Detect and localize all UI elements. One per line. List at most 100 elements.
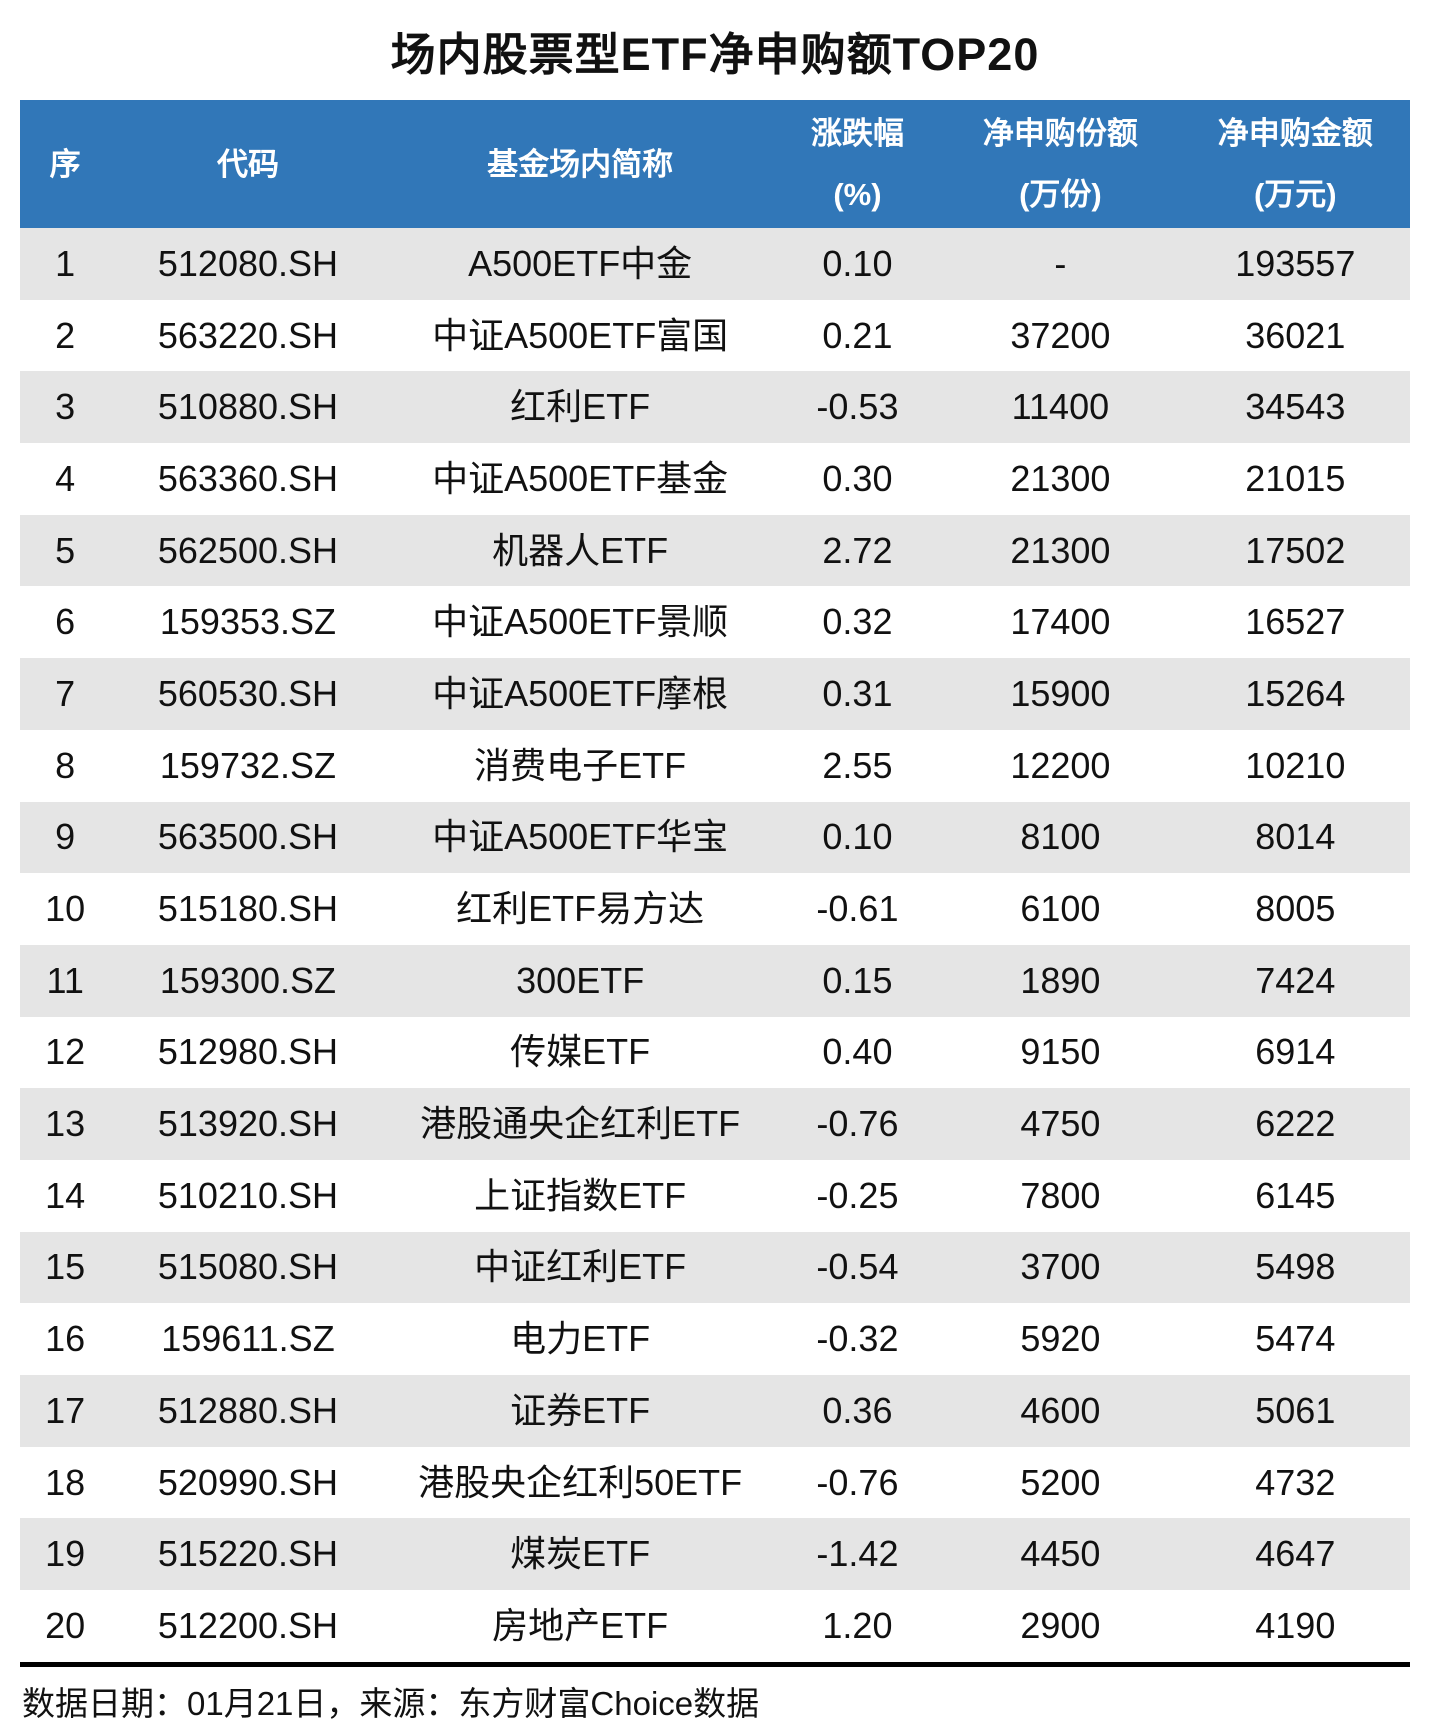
cell-change-pct: 0.10 (822, 242, 893, 284)
cell-code: 563360.SH (157, 457, 339, 499)
cell-code: 510880.SH (157, 386, 339, 428)
column-header-net-subscription-shares: 净申购份额 (万份) (940, 100, 1180, 228)
cell-code: 562500.SH (157, 529, 339, 571)
cell-code: 515220.SH (157, 1533, 339, 1575)
cell-fund-name: A500ETF中金 (468, 242, 693, 284)
cell-fund-name: 红利ETF (510, 386, 651, 428)
cell-net-subscription-amount: 5474 (1255, 1318, 1336, 1360)
cell-rank: 12 (45, 1031, 86, 1073)
cell-net-subscription-amount: 6914 (1255, 1031, 1336, 1073)
cell-fund-name: 消费电子ETF (474, 744, 687, 786)
cell-net-subscription-shares: 2900 (1020, 1604, 1101, 1646)
cell-net-subscription-amount: 6145 (1255, 1174, 1336, 1216)
cell-code: 512080.SH (157, 242, 339, 284)
table-row: 20 512200.SH 房地产ETF 1.20 2900 4190 (20, 1590, 1410, 1662)
cell-net-subscription-amount: 193557 (1235, 242, 1356, 284)
table-row: 2 563220.SH 中证A500ETF富国 0.21 37200 36021 (20, 300, 1410, 372)
cell-net-subscription-amount: 8005 (1255, 888, 1336, 930)
cell-change-pct: 0.30 (822, 457, 893, 499)
cell-change-pct: 0.36 (822, 1389, 893, 1431)
cell-net-subscription-amount: 15264 (1245, 672, 1346, 714)
table-row: 13 513920.SH 港股通央企红利ETF -0.76 4750 6222 (20, 1088, 1410, 1160)
cell-rank: 18 (45, 1461, 86, 1503)
cell-code: 512980.SH (157, 1031, 339, 1073)
cell-fund-name: 中证红利ETF (474, 1246, 687, 1288)
cell-net-subscription-shares: 3700 (1020, 1246, 1101, 1288)
cell-change-pct: 2.72 (822, 529, 893, 571)
column-header-label: 净申购份额 (982, 116, 1138, 151)
cell-rank: 19 (45, 1533, 86, 1575)
cell-change-pct: 1.20 (822, 1604, 893, 1646)
cell-code: 560530.SH (157, 672, 339, 714)
cell-fund-name: 中证A500ETF摩根 (432, 672, 729, 714)
table-row: 19 515220.SH 煤炭ETF -1.42 4450 4647 (20, 1518, 1410, 1591)
cell-fund-name: 港股通央企红利ETF (420, 1103, 741, 1145)
column-header-sublabel: (万份) (1019, 177, 1102, 212)
table-row: 9 563500.SH 中证A500ETF华宝 0.10 8100 8014 (20, 801, 1410, 874)
column-header-net-subscription-amount: 净申购金额 (万元) (1181, 100, 1410, 228)
cell-code: 510210.SH (157, 1174, 339, 1216)
cell-net-subscription-shares: 5200 (1020, 1461, 1101, 1503)
cell-rank: 10 (45, 888, 86, 930)
cell-fund-name: 中证A500ETF景顺 (432, 601, 729, 643)
cell-rank: 5 (55, 529, 76, 571)
cell-rank: 6 (55, 601, 76, 643)
cell-change-pct: 0.10 (822, 816, 893, 858)
cell-change-pct: -0.76 (816, 1103, 899, 1145)
table-row: 10 515180.SH 红利ETF易方达 -0.61 6100 8005 (20, 873, 1410, 945)
cell-net-subscription-shares: - (1054, 242, 1067, 284)
table-row: 4 563360.SH 中证A500ETF基金 0.30 21300 21015 (20, 443, 1410, 515)
cell-net-subscription-shares: 9150 (1020, 1031, 1101, 1073)
column-header-fund-name: 基金场内简称 (386, 100, 775, 228)
cell-rank: 11 (46, 959, 84, 1001)
cell-net-subscription-amount: 10210 (1245, 744, 1346, 786)
cell-net-subscription-shares: 5920 (1020, 1318, 1101, 1360)
cell-rank: 13 (45, 1103, 86, 1145)
cell-change-pct: 0.31 (822, 672, 893, 714)
cell-rank: 17 (45, 1389, 86, 1431)
column-header-label: 序 (49, 146, 81, 182)
cell-code: 512880.SH (157, 1389, 339, 1431)
table-row: 3 510880.SH 红利ETF -0.53 11400 34543 (20, 371, 1410, 444)
table-row: 5 562500.SH 机器人ETF 2.72 21300 17502 (20, 514, 1410, 587)
cell-code: 159353.SZ (159, 601, 337, 643)
cell-code: 512200.SH (157, 1604, 339, 1646)
cell-code: 515080.SH (157, 1246, 339, 1288)
cell-change-pct: -0.53 (816, 386, 899, 428)
column-header-sublabel: (%) (833, 177, 882, 212)
cell-fund-name: 中证A500ETF富国 (432, 314, 729, 356)
cell-net-subscription-amount: 7424 (1255, 959, 1336, 1001)
table-row: 7 560530.SH 中证A500ETF摩根 0.31 15900 15264 (20, 658, 1410, 730)
column-header-label: 基金场内简称 (487, 146, 674, 182)
cell-rank: 20 (45, 1604, 86, 1646)
cell-change-pct: -0.32 (816, 1318, 899, 1360)
cell-code: 515180.SH (157, 888, 339, 930)
column-header-sublabel: (万元) (1253, 177, 1337, 212)
cell-net-subscription-amount: 21015 (1245, 457, 1346, 499)
table-row: 8 159732.SZ 消费电子ETF 2.55 12200 10210 (20, 730, 1410, 802)
cell-net-subscription-shares: 12200 (1010, 744, 1111, 786)
cell-net-subscription-shares: 11400 (1011, 386, 1110, 428)
cell-net-subscription-amount: 6222 (1255, 1103, 1336, 1145)
column-header-change-pct: 涨跌幅 (%) (775, 100, 940, 228)
cell-net-subscription-shares: 4600 (1020, 1389, 1101, 1431)
cell-change-pct: -0.61 (816, 888, 899, 930)
cell-net-subscription-amount: 5498 (1255, 1246, 1336, 1288)
cell-net-subscription-shares: 37200 (1010, 314, 1111, 356)
column-header-rank: 序 (20, 100, 110, 228)
cell-fund-name: 上证指数ETF (474, 1174, 687, 1216)
cell-fund-name: 传媒ETF (510, 1031, 651, 1073)
cell-change-pct: 2.55 (822, 744, 893, 786)
cell-fund-name: 机器人ETF (492, 529, 669, 571)
table-row: 12 512980.SH 传媒ETF 0.40 9150 6914 (20, 1017, 1410, 1089)
cell-rank: 14 (45, 1174, 86, 1216)
cell-net-subscription-shares: 8100 (1020, 816, 1101, 858)
cell-rank: 1 (55, 242, 76, 284)
cell-fund-name: 红利ETF易方达 (456, 888, 705, 930)
cell-fund-name: 300ETF (516, 959, 645, 1001)
data-source-note: 数据日期：01月21日，来源：东方财富Choice数据 (22, 1684, 760, 1722)
cell-net-subscription-amount: 5061 (1255, 1389, 1336, 1431)
cell-fund-name: 房地产ETF (492, 1604, 669, 1646)
cell-net-subscription-shares: 4450 (1020, 1533, 1101, 1575)
cell-code: 563220.SH (157, 314, 339, 356)
